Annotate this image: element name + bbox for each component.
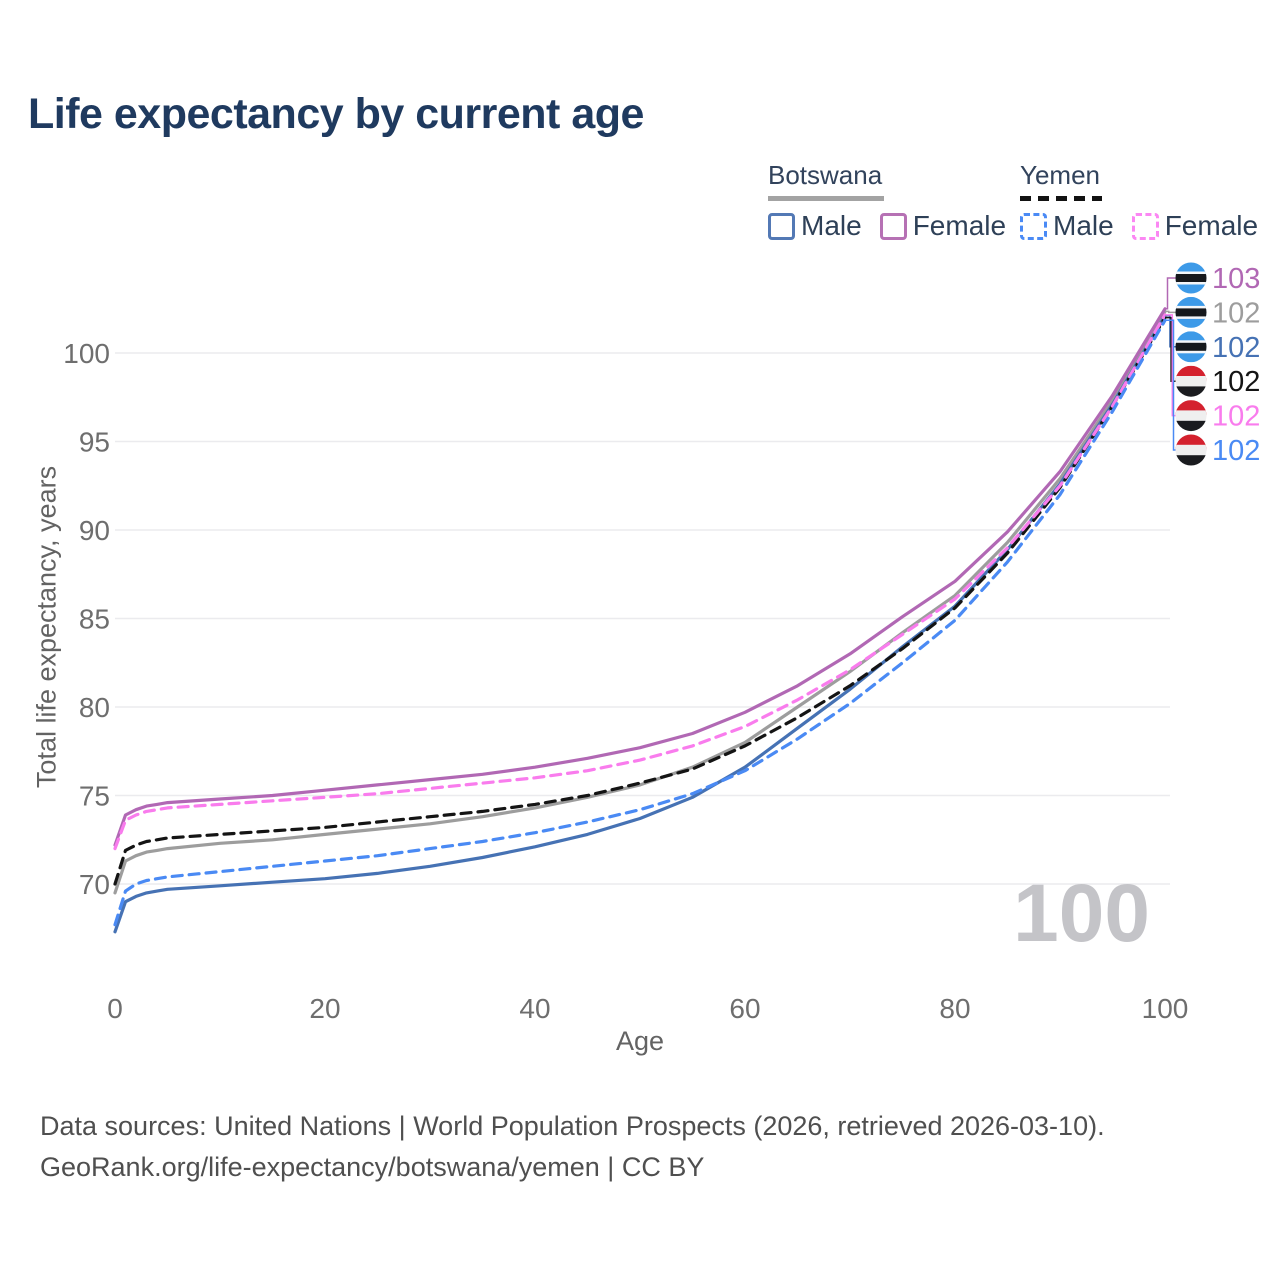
- x-tick-label-100: 100: [1142, 993, 1189, 1024]
- legend-item-botswana-male: Male: [768, 210, 862, 242]
- legend-label-yemen-female: Female: [1164, 210, 1259, 241]
- flag-icon-yemen: [1175, 365, 1207, 397]
- legend-item-yemen-female: Female: [1131, 210, 1259, 242]
- y-tick-label-100: 100: [63, 338, 110, 369]
- legend-linestyle-botswana-solid: [768, 196, 884, 201]
- legend-item-yemen-male: Male: [1020, 210, 1114, 242]
- data-source-footer: Data sources: United Nations | World Pop…: [40, 1106, 1105, 1188]
- legend-checkbox-botswana-female[interactable]: [879, 212, 907, 240]
- flag-icon-botswana: [1175, 331, 1207, 363]
- leader-line-botswana-female: [1165, 277, 1176, 310]
- page-title: Life expectancy by current age: [28, 90, 644, 138]
- legend-checkbox-botswana-male[interactable]: [768, 212, 795, 240]
- end-value-label-botswana-total: 102: [1212, 297, 1260, 329]
- y-tick-label-80: 80: [79, 692, 110, 723]
- gridlines: [115, 352, 1170, 885]
- legend-label-yemen-male: Male: [1053, 210, 1114, 241]
- y-axis-title: Total life expectancy, years: [31, 465, 62, 789]
- flag-icon-botswana: [1175, 262, 1207, 294]
- flag-icon-yemen: [1175, 400, 1207, 432]
- y-tick-label-90: 90: [79, 515, 110, 546]
- legend-group-yemen: Yemen Male Female: [1020, 160, 1276, 242]
- x-tick-label-40: 40: [519, 993, 550, 1024]
- flag-icon-yemen: [1175, 434, 1207, 466]
- footer-attribution-line: GeoRank.org/life-expectancy/botswana/yem…: [40, 1152, 705, 1182]
- series-line-botswana-total: [113, 309, 1167, 895]
- legend-country-botswana: Botswana: [768, 160, 883, 190]
- legend-linestyle-yemen-dashed: [1020, 196, 1102, 201]
- legend-country-yemen: Yemen: [1020, 160, 1100, 190]
- y-tick-label-70: 70: [79, 869, 110, 900]
- legend-item-botswana-female: Female: [879, 210, 1007, 242]
- legend-label-botswana-male: Male: [801, 210, 862, 241]
- leader-line-yemen-male: [1165, 319, 1176, 451]
- series-line-yemen-male: [113, 318, 1167, 927]
- legend-label-botswana-female: Female: [912, 210, 1007, 241]
- flag-icon-botswana: [1175, 296, 1207, 328]
- axis-tick-labels: 70 75 80 85 90 95 100 0 20 40 60 80 100: [63, 338, 1188, 1024]
- end-value-label-botswana-female: 103: [1212, 263, 1260, 295]
- series-line-yemen-total: [113, 316, 1167, 886]
- series-line-botswana-female: [113, 307, 1167, 847]
- legend-row-yemen: Male Female: [1020, 210, 1276, 242]
- end-value-label-yemen-total: 102: [1212, 366, 1260, 398]
- legend-group-botswana: Botswana Male Female: [768, 160, 1024, 242]
- x-axis-title: Age: [615, 1026, 665, 1056]
- y-tick-label-85: 85: [79, 604, 110, 635]
- legend-checkbox-yemen-female[interactable]: [1131, 212, 1159, 240]
- legend-checkbox-yemen-male[interactable]: [1020, 212, 1047, 240]
- x-tick-label-80: 80: [939, 993, 970, 1024]
- y-tick-label-95: 95: [79, 427, 110, 458]
- current-age-watermark: 100: [1013, 868, 1150, 959]
- end-value-label-botswana-male: 102: [1212, 332, 1260, 364]
- x-tick-label-60: 60: [729, 993, 760, 1024]
- end-value-label-yemen-male: 102: [1212, 435, 1260, 467]
- x-tick-label-20: 20: [309, 993, 340, 1024]
- legend-row-botswana: Male Female: [768, 210, 1024, 242]
- y-tick-label-75: 75: [79, 781, 110, 812]
- footer-source-line: Data sources: United Nations | World Pop…: [40, 1111, 1105, 1141]
- series-lines: [113, 307, 1167, 934]
- leader-line-botswana-total: [1165, 310, 1176, 314]
- series-line-yemen-female: [113, 313, 1167, 851]
- x-tick-label-0: 0: [107, 993, 123, 1024]
- end-value-label-yemen-female: 102: [1212, 401, 1260, 433]
